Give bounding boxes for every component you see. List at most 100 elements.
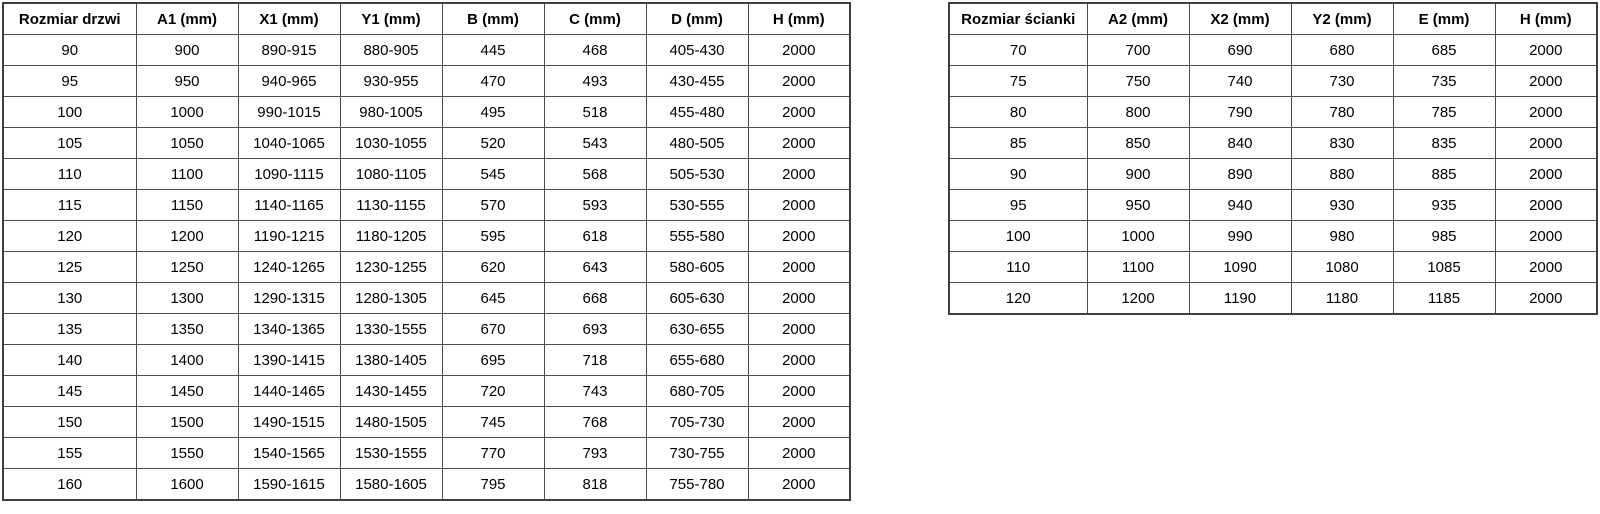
table-cell: 140	[2, 344, 137, 376]
table-cell: 1090-1115	[237, 158, 341, 190]
table-cell: 770	[441, 437, 545, 469]
table-cell: 680	[1290, 34, 1394, 66]
table-cell: 980-1005	[339, 96, 443, 128]
table-cell: 80	[948, 96, 1088, 128]
table-cell: 2000	[747, 375, 851, 407]
table-cell: 2000	[747, 220, 851, 252]
table-cell: 2000	[747, 251, 851, 283]
table-cell: 880-905	[339, 34, 443, 66]
table-row: 150 1500 1490-1515 1480-1505 745 768 705-730 20…	[2, 406, 851, 438]
table-cell: 1430-1455	[339, 375, 443, 407]
table-cell: 470	[441, 65, 545, 97]
table-cell: 2000	[747, 65, 851, 97]
table-cell: 90	[2, 34, 137, 66]
table-cell: 990	[1188, 220, 1292, 252]
table-row: 130 1300 1290-1315 1280-1305 645 668 605-630 20…	[2, 282, 851, 314]
table-cell: 95	[2, 65, 137, 97]
table-cell: 1340-1365	[237, 313, 341, 345]
table-cell: 755-780	[645, 468, 749, 501]
header-row: Rozmiar ścianki A2 (mm) X2 (mm) Y2 (mm) E (m…	[948, 2, 1598, 35]
table-cell: 75	[948, 65, 1088, 97]
table-cell: 1300	[135, 282, 239, 314]
table-cell: 455-480	[645, 96, 749, 128]
table-cell: 1185	[1392, 282, 1496, 315]
table-cell: 768	[543, 406, 647, 438]
table-cell: 2000	[747, 34, 851, 66]
table-cell: 780	[1290, 96, 1394, 128]
table-cell: 1000	[135, 96, 239, 128]
table-cell: 793	[543, 437, 647, 469]
table-cell: 705-730	[645, 406, 749, 438]
table-cell: 2000	[747, 437, 851, 469]
table-cell: 930	[1290, 189, 1394, 221]
table-cell: 655-680	[645, 344, 749, 376]
table-cell: 1085	[1392, 251, 1496, 283]
table-cell: 985	[1392, 220, 1496, 252]
table-cell: 735	[1392, 65, 1496, 97]
table-row: 110 1100 1090 1080 1085 2000	[948, 251, 1598, 283]
table-row: 105 1050 1040-1065 1030-1055 520 543 480-505 20…	[2, 127, 851, 159]
table-cell: 720	[441, 375, 545, 407]
table-cell: 693	[543, 313, 647, 345]
table-cell: 1090	[1188, 251, 1292, 283]
table-cell: 1030-1055	[339, 127, 443, 159]
table-cell: 1280-1305	[339, 282, 443, 314]
table-cell: 1580-1605	[339, 468, 443, 501]
table-cell: 1140-1165	[237, 189, 341, 221]
table-row: 135 1350 1340-1365 1330-1555 670 693 630-655 20…	[2, 313, 851, 345]
table-cell: 568	[543, 158, 647, 190]
table-cell: 1050	[135, 127, 239, 159]
table-cell: 940-965	[237, 65, 341, 97]
table-cell: 145	[2, 375, 137, 407]
table-row: 85 850 840 830 835 2000	[948, 127, 1598, 159]
table-cell: 155	[2, 437, 137, 469]
table-cell: 430-455	[645, 65, 749, 97]
table-row: 80 800 790 780 785 2000	[948, 96, 1598, 128]
table-cell: 1380-1405	[339, 344, 443, 376]
table-cell: 1100	[1086, 251, 1190, 283]
table-cell: 900	[135, 34, 239, 66]
table-cell: 1550	[135, 437, 239, 469]
table-cell: 700	[1086, 34, 1190, 66]
table-cell: 480-505	[645, 127, 749, 159]
table-cell: 730	[1290, 65, 1394, 97]
column-header: D (mm)	[645, 2, 749, 35]
table-cell: 150	[2, 406, 137, 438]
table-cell: 745	[441, 406, 545, 438]
column-header: Rozmiar drzwi	[2, 2, 137, 35]
table-cell: 2000	[1494, 251, 1598, 283]
table-cell: 120	[948, 282, 1088, 315]
table-row: 140 1400 1390-1415 1380-1405 695 718 655-680 20…	[2, 344, 851, 376]
table-row: 155 1550 1540-1565 1530-1555 770 793 730-755 20…	[2, 437, 851, 469]
table-cell: 580-605	[645, 251, 749, 283]
table-cell: 830	[1290, 127, 1394, 159]
table-row: 160 1600 1590-1615 1580-1605 795 818 755-780 20…	[2, 468, 851, 501]
table-cell: 85	[948, 127, 1088, 159]
table-cell: 950	[1086, 189, 1190, 221]
table-cell: 2000	[1494, 189, 1598, 221]
table-cell: 1500	[135, 406, 239, 438]
table-cell: 785	[1392, 96, 1496, 128]
table-cell: 980	[1290, 220, 1394, 252]
column-header: X1 (mm)	[237, 2, 341, 35]
table-cell: 2000	[747, 282, 851, 314]
table-cell: 1230-1255	[339, 251, 443, 283]
table-cell: 518	[543, 96, 647, 128]
table-cell: 2000	[1494, 220, 1598, 252]
table-cell: 2000	[747, 344, 851, 376]
table-cell: 850	[1086, 127, 1190, 159]
table-cell: 2000	[1494, 127, 1598, 159]
table-cell: 885	[1392, 158, 1496, 190]
table-cell: 115	[2, 189, 137, 221]
door-size-table: Rozmiar drzwi A1 (mm) X1 (mm) Y1 (mm) B (mm)…	[2, 2, 851, 501]
table-cell: 940	[1188, 189, 1292, 221]
table-cell: 1490-1515	[237, 406, 341, 438]
table-cell: 2000	[1494, 282, 1598, 315]
table-cell: 2000	[1494, 65, 1598, 97]
table-cell: 530-555	[645, 189, 749, 221]
table-row: 95 950 940-965 930-955 470 493 430-455 2000	[2, 65, 851, 97]
table-cell: 645	[441, 282, 545, 314]
table-cell: 520	[441, 127, 545, 159]
table-cell: 840	[1188, 127, 1292, 159]
table-cell: 1330-1555	[339, 313, 443, 345]
